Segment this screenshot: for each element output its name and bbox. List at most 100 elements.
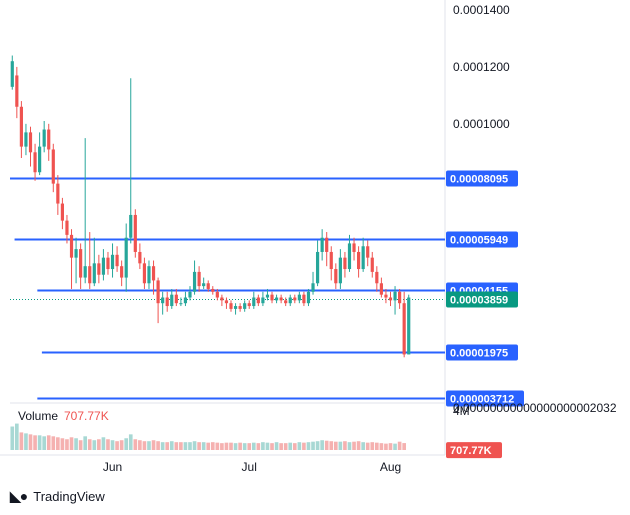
candle[interactable]: [120, 260, 124, 287]
candle[interactable]: [24, 123, 28, 156]
candle[interactable]: [320, 229, 324, 261]
candle[interactable]: [60, 197, 64, 230]
candle[interactable]: [370, 251, 374, 278]
candle[interactable]: [47, 123, 51, 161]
candle[interactable]: [402, 291, 406, 358]
candle[interactable]: [188, 286, 192, 301]
candle[interactable]: [129, 78, 133, 244]
candle[interactable]: [10, 55, 14, 90]
candle[interactable]: [69, 229, 74, 289]
candle[interactable]: [174, 288, 178, 307]
candle[interactable]: [366, 240, 370, 267]
candle[interactable]: [74, 237, 78, 284]
candle[interactable]: [352, 237, 356, 261]
candle[interactable]: [329, 246, 333, 281]
candle[interactable]: [343, 251, 347, 278]
candle[interactable]: [197, 266, 201, 292]
candle[interactable]: [124, 223, 128, 292]
volume-bar: [101, 437, 106, 450]
candle[interactable]: [238, 303, 242, 312]
candle[interactable]: [384, 288, 388, 304]
candle[interactable]: [325, 232, 329, 267]
volume-bar: [28, 434, 33, 450]
candle[interactable]: [192, 260, 197, 295]
candle[interactable]: [274, 294, 279, 304]
candle[interactable]: [398, 288, 402, 309]
candle[interactable]: [379, 277, 383, 298]
candle[interactable]: [338, 249, 342, 289]
candle[interactable]: [56, 175, 60, 215]
candle[interactable]: [42, 120, 46, 153]
candle[interactable]: [229, 300, 233, 312]
candle[interactable]: [347, 234, 352, 272]
candle[interactable]: [170, 288, 174, 309]
volume-bar: [174, 442, 179, 450]
candle[interactable]: [220, 294, 224, 307]
candle[interactable]: [388, 291, 393, 307]
candle[interactable]: [28, 126, 33, 167]
candle[interactable]: [256, 294, 260, 307]
candle[interactable]: [92, 237, 96, 287]
candle[interactable]: [51, 143, 55, 193]
candle[interactable]: [252, 291, 256, 309]
candle[interactable]: [357, 246, 361, 278]
volume-bar: [10, 426, 15, 450]
candle[interactable]: [265, 288, 270, 301]
candle[interactable]: [288, 294, 292, 307]
candle[interactable]: [306, 288, 311, 307]
candle[interactable]: [115, 246, 119, 272]
candle[interactable]: [33, 143, 37, 181]
candle[interactable]: [297, 291, 301, 304]
candle[interactable]: [183, 291, 188, 307]
candle[interactable]: [375, 266, 379, 292]
candle[interactable]: [284, 297, 288, 307]
candle[interactable]: [165, 291, 169, 312]
time-tick-label: Jun: [103, 460, 122, 474]
candle[interactable]: [101, 249, 106, 281]
candle[interactable]: [224, 297, 229, 309]
candle[interactable]: [270, 291, 274, 304]
candle[interactable]: [38, 132, 42, 176]
candle[interactable]: [110, 243, 115, 278]
candle[interactable]: [179, 297, 183, 307]
candle[interactable]: [151, 260, 156, 295]
candle[interactable]: [279, 294, 283, 304]
candle[interactable]: [393, 286, 397, 315]
candle[interactable]: [147, 260, 151, 289]
candle[interactable]: [407, 294, 411, 355]
candle[interactable]: [97, 254, 101, 284]
candle[interactable]: [361, 237, 365, 272]
volume-bar: [233, 443, 238, 450]
candle[interactable]: [83, 138, 87, 284]
candle[interactable]: [206, 280, 210, 292]
candle[interactable]: [302, 291, 306, 307]
candle[interactable]: [133, 209, 137, 258]
volume-bar: [352, 441, 356, 450]
candle[interactable]: [106, 251, 110, 275]
candle[interactable]: [211, 286, 215, 295]
candle[interactable]: [15, 66, 19, 119]
candle[interactable]: [161, 291, 165, 315]
volume-bar: [393, 443, 397, 450]
volume-bar: [297, 442, 302, 450]
candle[interactable]: [293, 294, 297, 304]
candle[interactable]: [156, 277, 160, 324]
candle[interactable]: [202, 277, 206, 289]
volume-bar: [215, 442, 220, 450]
candle[interactable]: [261, 291, 265, 307]
candle[interactable]: [247, 300, 251, 309]
candle[interactable]: [79, 243, 83, 289]
candle[interactable]: [315, 240, 320, 287]
candle[interactable]: [138, 243, 142, 270]
candle[interactable]: [215, 288, 219, 301]
candle[interactable]: [243, 300, 247, 312]
candle[interactable]: [142, 257, 147, 289]
candle[interactable]: [233, 303, 238, 315]
candle[interactable]: [88, 232, 92, 289]
candle[interactable]: [19, 101, 23, 159]
volume-bar: [138, 440, 142, 450]
candle[interactable]: [65, 214, 69, 244]
candle[interactable]: [311, 271, 315, 295]
candle[interactable]: [334, 263, 338, 289]
